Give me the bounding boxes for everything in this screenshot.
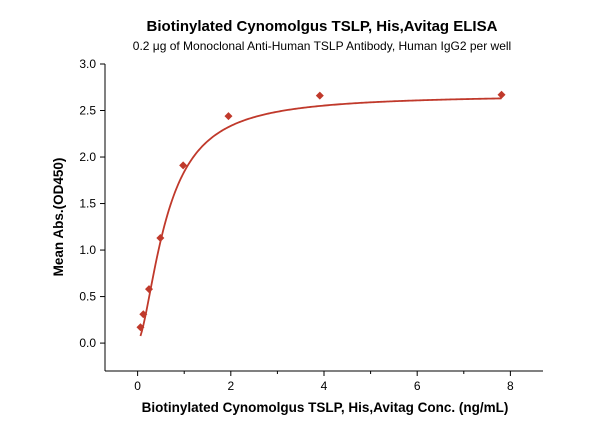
chart-title: Biotinylated Cynomolgus TSLP, His,Avitag…	[147, 18, 498, 35]
data-point-marker	[136, 323, 145, 332]
data-point-marker	[315, 91, 324, 100]
x-ticks: 0 2 4 6 8	[134, 371, 514, 393]
y-tick-label: 2.5	[79, 104, 96, 118]
x-tick-label: 4	[321, 379, 328, 393]
y-ticks: 0.0 0.5 1.0 1.5 2.0 2.5 3.0	[79, 57, 105, 350]
x-tick-label: 6	[414, 379, 421, 393]
y-tick-label: 0.0	[79, 336, 96, 350]
x-tick-label: 2	[227, 379, 234, 393]
chart-subtitle: 0.2 μg of Monoclonal Anti-Human TSLP Ant…	[133, 39, 511, 53]
x-axis-label: Biotinylated Cynomolgus TSLP, His,Avitag…	[142, 400, 509, 415]
data-point-marker	[224, 112, 233, 121]
plot-area: 0.0 0.5 1.0 1.5 2.0 2.5 3.0 0 2 4 6 8	[79, 57, 543, 393]
y-tick-label: 1.5	[79, 197, 96, 211]
y-tick-label: 0.5	[79, 290, 96, 304]
data-point-marker	[156, 233, 165, 242]
y-tick-label: 2.0	[79, 150, 96, 164]
x-tick-label: 8	[507, 379, 514, 393]
y-axis-label: Mean Abs.(OD450)	[51, 158, 66, 277]
fit-curve	[139, 97, 502, 337]
data-point-marker	[179, 161, 188, 170]
y-tick-label: 1.0	[79, 243, 96, 257]
data-point-marker	[144, 285, 153, 294]
data-point-marker	[497, 90, 506, 99]
data-markers	[136, 90, 506, 332]
y-tick-label: 3.0	[79, 57, 96, 71]
data-point-marker	[139, 310, 148, 319]
x-tick-label: 0	[134, 379, 141, 393]
